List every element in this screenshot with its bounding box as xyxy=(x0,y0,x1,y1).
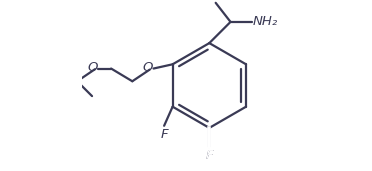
Text: O: O xyxy=(87,61,97,74)
Text: NH₂: NH₂ xyxy=(253,15,278,28)
Text: O: O xyxy=(142,61,153,74)
Text: F: F xyxy=(205,149,213,162)
Text: F: F xyxy=(160,128,168,141)
Text: F: F xyxy=(205,149,213,162)
